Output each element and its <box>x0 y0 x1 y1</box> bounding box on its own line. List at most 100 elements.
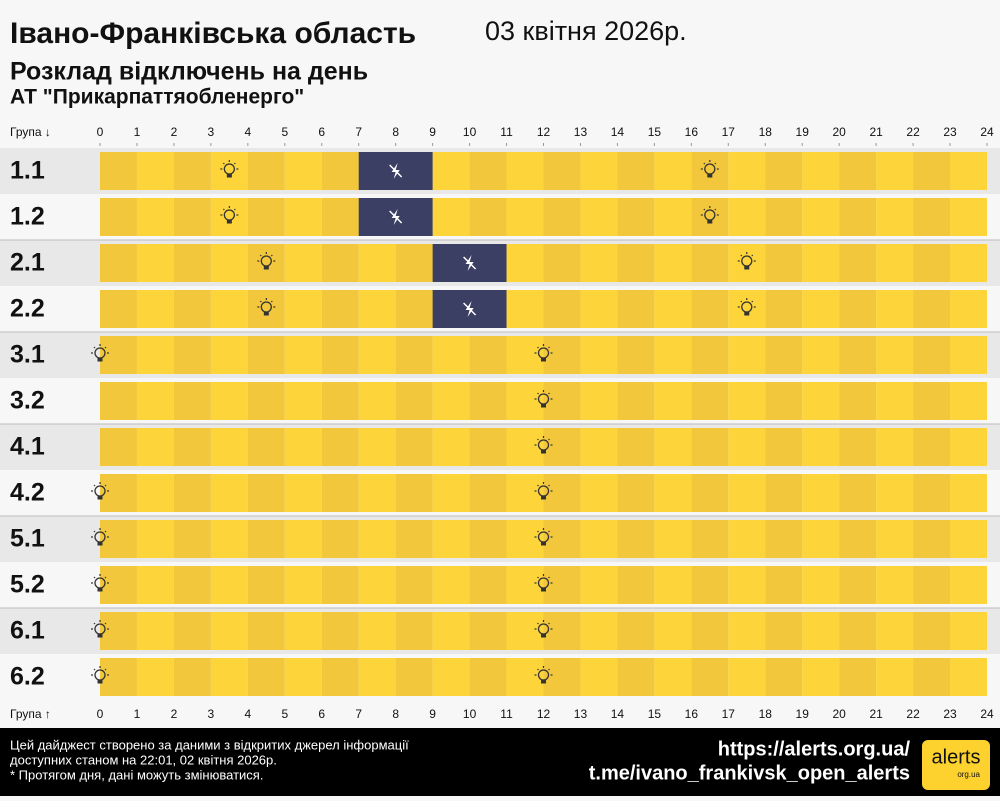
hour-cell <box>876 198 914 236</box>
hour-cell <box>210 566 248 604</box>
hour-label: 8 <box>392 125 399 139</box>
hour-cell <box>654 428 692 466</box>
hour-cell <box>876 612 914 650</box>
hour-cell <box>432 474 470 512</box>
hour-cell <box>247 428 285 466</box>
hour-cell <box>247 566 285 604</box>
hour-cell <box>654 198 692 236</box>
hour-label: 12 <box>537 707 551 721</box>
hour-cell <box>839 152 877 190</box>
hour-label: 15 <box>648 125 662 139</box>
hour-label: 24 <box>980 125 994 139</box>
bulb-ray <box>93 668 96 671</box>
hour-cell <box>950 198 987 236</box>
hour-cell <box>765 520 803 558</box>
hour-cell <box>506 566 544 604</box>
bulb-base <box>97 542 103 546</box>
logo-text: alerts <box>932 746 981 768</box>
hour-cell <box>321 520 359 558</box>
bulb <box>91 344 109 362</box>
hour-cell <box>543 382 581 420</box>
bulb-ray <box>751 300 754 303</box>
bulb-base <box>744 266 750 270</box>
bulb <box>534 528 553 546</box>
hour-cell <box>395 566 433 604</box>
bulb <box>220 206 239 224</box>
hour-cell <box>469 612 507 650</box>
axis-label-bottom: Група ↑ <box>10 707 51 721</box>
hour-cell <box>100 382 137 420</box>
bulb <box>737 298 756 316</box>
hour-cell <box>321 244 359 282</box>
group-label: 3.2 <box>10 387 45 415</box>
hour-cell <box>839 198 877 236</box>
group-label: 1.2 <box>10 203 45 231</box>
hour-cell <box>173 336 211 374</box>
hour-cell <box>617 336 655 374</box>
link[interactable]: t.me/ivano_frankivsk_open_alerts <box>589 762 910 784</box>
bulb-base <box>541 404 546 408</box>
bulb-ray <box>222 208 225 211</box>
hour-cell <box>617 382 655 420</box>
hour-cell <box>210 658 248 696</box>
bulb-ray <box>93 576 96 579</box>
bulb-ray <box>93 346 96 349</box>
hour-cell <box>617 152 655 190</box>
hour-cell <box>395 520 433 558</box>
hour-cell <box>543 474 581 512</box>
hour-cell <box>728 290 766 328</box>
hour-label: 23 <box>943 125 957 139</box>
hour-cell <box>802 428 840 466</box>
hour-cell <box>395 290 433 328</box>
hour-cell <box>765 428 803 466</box>
hour-cell <box>876 382 914 420</box>
bulb <box>257 252 276 270</box>
hour-label: 18 <box>759 707 773 721</box>
bulb <box>534 482 553 500</box>
hour-label: 16 <box>685 125 699 139</box>
hour-cell <box>580 612 618 650</box>
hour-label: 12 <box>537 125 551 139</box>
hour-cell <box>839 244 877 282</box>
hour-cell <box>136 566 174 604</box>
hour-cell <box>950 474 987 512</box>
hour-cell <box>506 336 544 374</box>
hour-cell <box>654 658 692 696</box>
link[interactable]: https://alerts.org.ua/ <box>718 738 911 760</box>
bulb-base <box>263 312 269 316</box>
hour-cell <box>136 612 174 650</box>
hour-cell <box>395 428 433 466</box>
hour-cell <box>506 520 544 558</box>
hour-cell <box>876 520 914 558</box>
hour-cell <box>506 198 544 236</box>
outage-icon <box>389 210 403 224</box>
hour-cell <box>543 428 581 466</box>
hour-label: 7 <box>355 707 362 721</box>
hour-cell <box>136 336 174 374</box>
hour-cell <box>432 198 470 236</box>
hour-cell <box>543 520 581 558</box>
hour-cell <box>913 336 951 374</box>
bulb <box>534 344 553 362</box>
hour-cell <box>839 428 877 466</box>
hour-cell <box>247 336 285 374</box>
group-label: 1.1 <box>10 157 45 185</box>
bulb-ray <box>751 254 754 257</box>
bulb-ray <box>548 438 550 441</box>
bulb <box>534 620 553 638</box>
hour-cell <box>950 152 987 190</box>
hour-cell <box>839 520 877 558</box>
hour-cell <box>543 152 581 190</box>
hour-cell <box>654 290 692 328</box>
hour-label: 21 <box>869 707 883 721</box>
bulb-base <box>97 634 103 638</box>
hour-cell <box>617 198 655 236</box>
hour-cell <box>950 612 987 650</box>
hour-label: 1 <box>134 125 141 139</box>
hour-cell <box>580 520 618 558</box>
hour-cell <box>247 198 285 236</box>
hour-cell <box>802 244 840 282</box>
hour-cell <box>617 520 655 558</box>
hour-cell <box>247 382 285 420</box>
